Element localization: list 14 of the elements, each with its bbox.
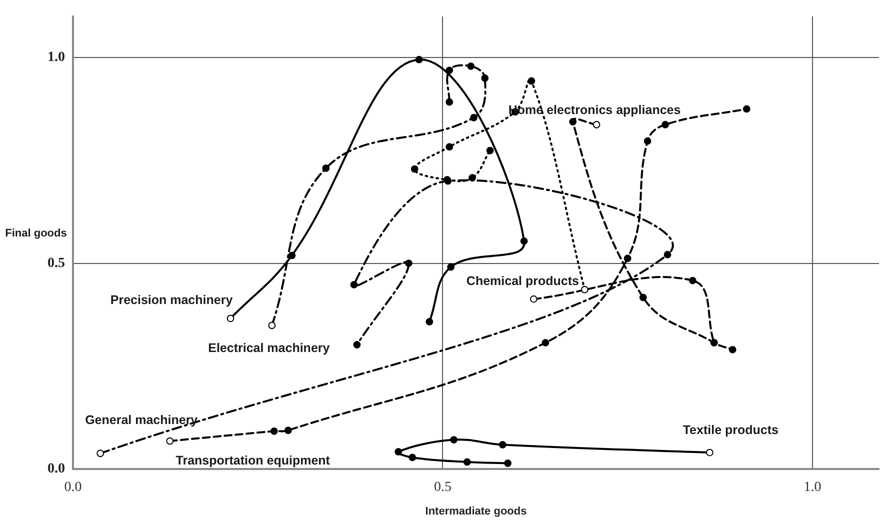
series-label: General machinery xyxy=(85,412,198,427)
x-axis-title: Intermadiate goods xyxy=(425,505,527,518)
y-tick-label: 1.0 xyxy=(48,50,65,66)
x-tick-label: 1.0 xyxy=(804,480,822,496)
x-tick-label: 0.0 xyxy=(64,480,82,496)
series-label: Transportation equipment xyxy=(176,453,331,468)
series-label: Chemical products xyxy=(466,274,580,288)
series-label: Textile products xyxy=(682,422,779,437)
series-label: Electrical machinery xyxy=(208,340,330,355)
y-tick-label: 0.5 xyxy=(48,256,65,271)
series-label: Precision machinery xyxy=(110,292,233,307)
y-tick-label: 0.0 xyxy=(48,462,65,477)
y-axis-title: Final goods xyxy=(5,228,67,240)
x-tick-label: 0.5 xyxy=(434,480,452,496)
